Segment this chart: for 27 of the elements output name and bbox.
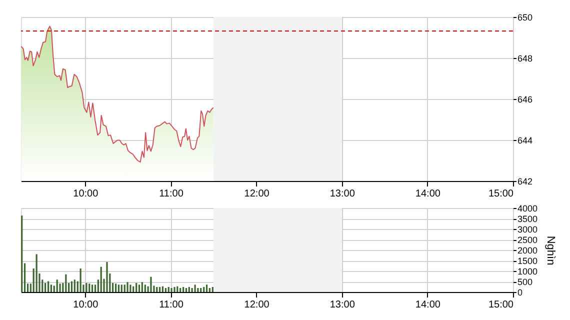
y-axis-title: Nghìn bbox=[544, 236, 557, 266]
x-tick-label: 10:00 bbox=[73, 188, 99, 200]
x-tick-label: 15:00 bbox=[488, 188, 514, 200]
y-tick-label: 650 bbox=[518, 12, 533, 22]
x-tick-label: 14:00 bbox=[415, 188, 441, 200]
y-tick-label: 1500 bbox=[518, 256, 538, 266]
y-tick-label: 4000 bbox=[518, 204, 538, 214]
x-tick-label: 11:00 bbox=[159, 188, 184, 200]
y-tick-label: 2000 bbox=[518, 246, 538, 256]
y-tick-label: 2500 bbox=[518, 235, 538, 245]
y-tick-label: 644 bbox=[518, 136, 533, 146]
x-tick-label: 15:00 bbox=[488, 300, 514, 310]
y-tick-label: 646 bbox=[518, 94, 533, 104]
x-tick-label: 13:00 bbox=[330, 300, 356, 310]
y-tick-label: 3000 bbox=[518, 224, 538, 234]
y-tick-label: 0 bbox=[518, 288, 523, 298]
x-tick-label: 12:00 bbox=[244, 188, 270, 200]
y-tick-label: 648 bbox=[518, 54, 533, 64]
y-tick-label: 642 bbox=[518, 176, 533, 186]
x-tick-label: 14:00 bbox=[415, 300, 441, 310]
y-tick-label: 500 bbox=[518, 277, 533, 287]
y-tick-label: 3500 bbox=[518, 214, 538, 224]
x-tick-label: 13:00 bbox=[330, 188, 356, 200]
y-tick-label: 1000 bbox=[518, 266, 538, 276]
x-tick-label: 12:00 bbox=[244, 300, 270, 310]
x-tick-label: 11:00 bbox=[159, 300, 184, 310]
x-tick-label: 10:00 bbox=[73, 300, 99, 310]
